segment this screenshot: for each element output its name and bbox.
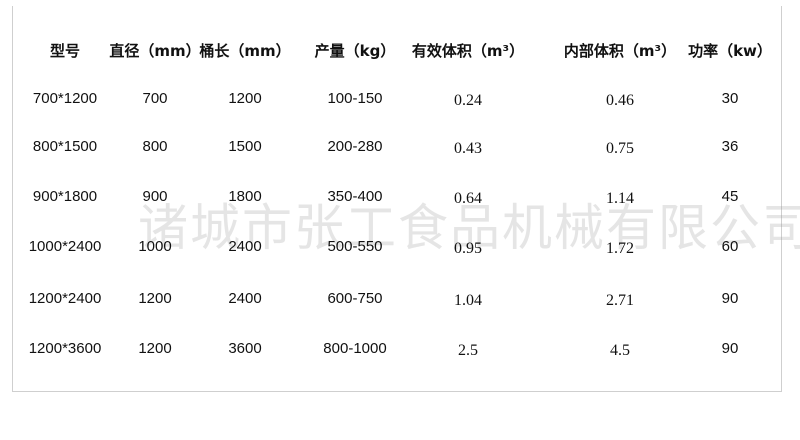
table-cell: 800-1000	[323, 340, 387, 357]
table-cell: 3600	[228, 340, 262, 357]
table-cell: 1200	[138, 290, 172, 307]
table-cell: 30	[721, 90, 739, 107]
table-cell: 90	[721, 290, 739, 307]
table-cell: 1000*2400	[28, 238, 102, 255]
table-cell: 2400	[228, 238, 262, 255]
table-cell: 350-400	[327, 188, 383, 205]
column-header: 产量（kg）	[314, 42, 396, 60]
table-cell: 2.5	[458, 342, 478, 359]
table-cell: 1000	[138, 238, 172, 255]
table-cell: 4.5	[610, 342, 630, 359]
column-header: 型号	[49, 42, 81, 60]
table-cell: 100-150	[327, 90, 383, 107]
table-cell: 60	[721, 238, 739, 255]
table-cell: 500-550	[327, 238, 383, 255]
table-cell: 1.14	[606, 190, 634, 207]
table-cell: 0.64	[454, 190, 482, 207]
table-cell: 800*1500	[32, 138, 98, 155]
table-cell: 1200	[228, 90, 262, 107]
table-cell: 0.43	[454, 140, 482, 157]
table-cell: 1.72	[606, 240, 634, 257]
table-cell: 2.71	[606, 292, 634, 309]
table-cell: 800	[142, 138, 168, 155]
column-header: 有效体积（m³）	[411, 42, 525, 60]
table-cell: 700	[142, 90, 168, 107]
table-cell: 1200*2400	[28, 290, 102, 307]
table-cell: 900*1800	[32, 188, 98, 205]
watermark: 诸城市张工食品机械有限公司	[138, 199, 800, 257]
table-cell: 1200*3600	[28, 340, 102, 357]
table-cell: 0.95	[454, 240, 482, 257]
table-cell: 36	[721, 138, 739, 155]
table-cell: 1200	[138, 340, 172, 357]
table-cell: 0.75	[606, 140, 634, 157]
column-header: 桶长（mm）	[199, 42, 291, 60]
table-cell: 45	[721, 188, 739, 205]
column-header: 直径（mm）	[109, 42, 201, 60]
table-frame	[12, 6, 782, 392]
table-cell: 900	[142, 188, 168, 205]
table-cell: 700*1200	[32, 90, 98, 107]
table-cell: 200-280	[327, 138, 383, 155]
column-header: 内部体积（m³）	[563, 42, 677, 60]
table-cell: 1800	[228, 188, 262, 205]
table-cell: 1.04	[454, 292, 482, 309]
column-header: 功率（kw）	[688, 42, 772, 60]
table-cell: 600-750	[327, 290, 383, 307]
table-cell: 90	[721, 340, 739, 357]
table-cell: 1500	[228, 138, 262, 155]
table-cell: 0.46	[606, 92, 634, 109]
table-cell: 0.24	[454, 92, 482, 109]
table-cell: 2400	[228, 290, 262, 307]
